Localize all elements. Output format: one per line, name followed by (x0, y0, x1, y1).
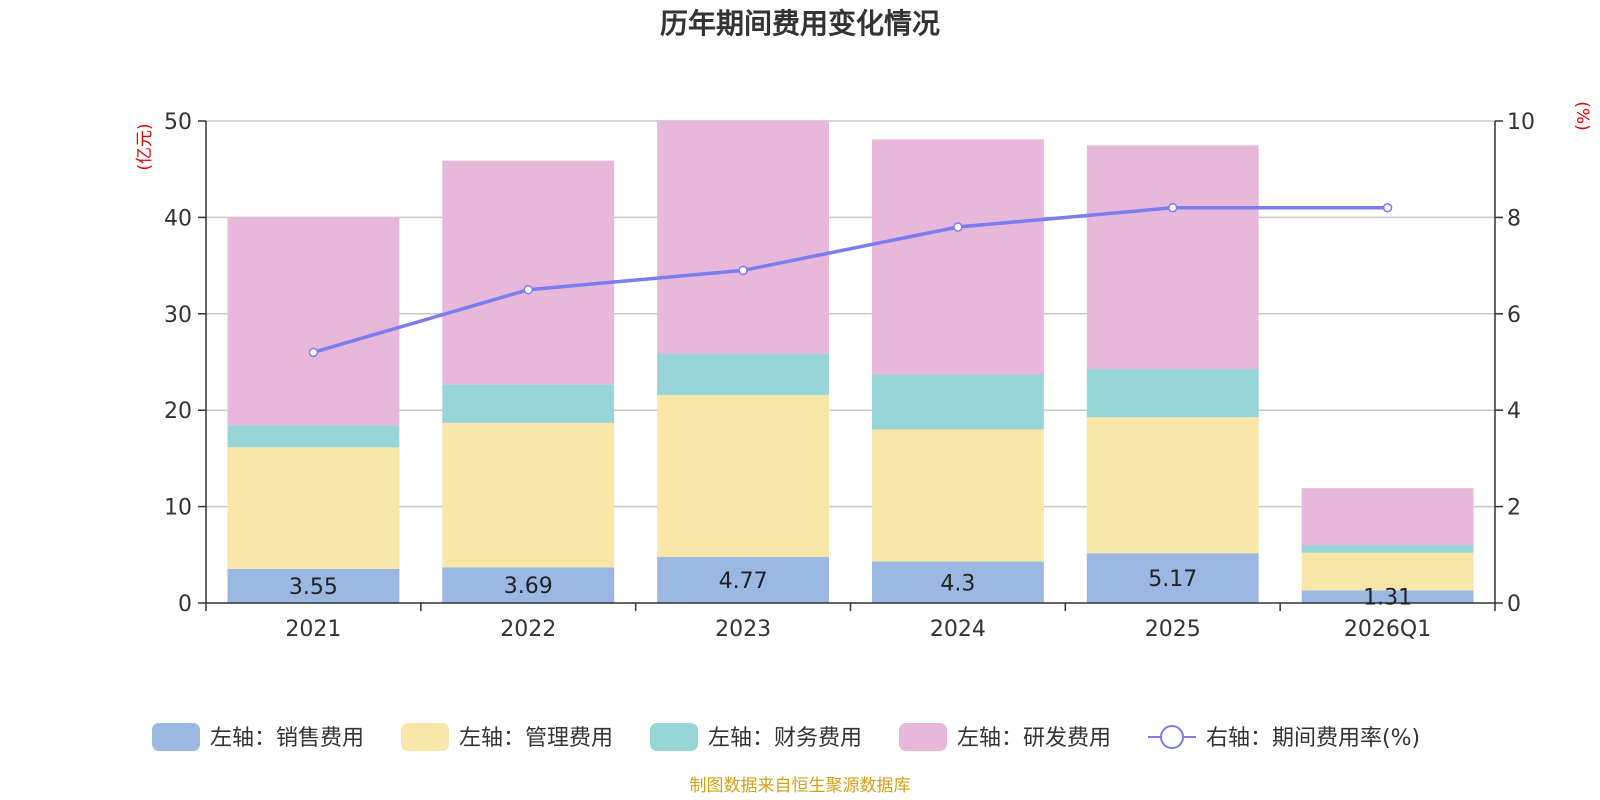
legend-swatch (401, 723, 449, 751)
bar-segment (657, 353, 830, 396)
rate-point (1382, 203, 1393, 213)
bar-segment (442, 160, 615, 385)
data-label: 5.17 (1148, 567, 1197, 592)
right-tick-label: 2 (1507, 496, 1521, 521)
legend-swatch (899, 723, 947, 751)
bar-segment (1086, 369, 1259, 418)
left-tick-label: 50 (164, 110, 192, 135)
bar-segment (871, 429, 1044, 562)
left-tick-label: 0 (178, 592, 192, 617)
data-label: 4.3 (940, 571, 975, 596)
left-tick-label: 20 (164, 399, 192, 424)
right-tick-label: 4 (1507, 399, 1521, 424)
rate-point (308, 347, 319, 358)
bars (227, 120, 1474, 603)
bar-segment (871, 139, 1044, 375)
bar-segment (1086, 417, 1259, 554)
bar-segment (227, 216, 400, 426)
right-tick-label: 10 (1507, 110, 1535, 135)
bar-segment (442, 384, 615, 423)
left-tick-label: 30 (164, 303, 192, 328)
x-tick-label: 2024 (930, 617, 986, 642)
bar-segment (1301, 545, 1474, 553)
x-tick-label: 2026Q1 (1344, 617, 1431, 642)
data-label: 4.77 (719, 569, 768, 594)
rate-point (523, 284, 533, 295)
bar-segment (1086, 145, 1259, 370)
legend-swatch (650, 723, 698, 751)
legend-label: 左轴：管理费用 (459, 726, 613, 751)
right-tick-label: 0 (1507, 592, 1521, 617)
bar-segment (657, 557, 830, 603)
legend-label: 左轴：财务费用 (708, 726, 862, 751)
data-label: 1.31 (1363, 586, 1412, 611)
x-tick-label: 2025 (1145, 617, 1201, 642)
legend: 左轴：销售费用 左轴：管理费用 左轴：财务费用 左轴：研发费用 右轴：期间费用率(%) (152, 723, 1420, 751)
x-tick-label: 2023 (715, 617, 771, 642)
left-tick-label: 10 (164, 496, 192, 521)
bar-segment (227, 447, 400, 569)
legend-label: 左轴：研发费用 (957, 726, 1111, 751)
rate-point (1168, 203, 1178, 213)
x-tick-label: 2021 (285, 617, 341, 642)
left-tick-label: 40 (164, 206, 192, 231)
bar-segment (871, 561, 1044, 603)
right-axis-unit: (%) (1572, 101, 1592, 130)
legend-label: 左轴：销售费用 (210, 726, 364, 751)
bar-segment (657, 395, 830, 558)
bar-segment (1301, 590, 1474, 603)
source-note: 制图数据来自恒生聚源数据库 (690, 776, 911, 796)
bar-segment (657, 120, 830, 354)
right-tick-label: 6 (1507, 303, 1521, 328)
bar-segment (1301, 552, 1474, 591)
rate-line-series (308, 203, 1393, 358)
left-axis-unit: (亿元) (135, 123, 155, 170)
bar-segment (1086, 553, 1259, 603)
rate-line (312, 206, 1388, 355)
data-labels: 3.55 3.69 4.77 4.3 5.17 1.31 (289, 567, 1412, 611)
rate-point (953, 222, 963, 232)
bar-segment (871, 374, 1044, 430)
rate-point (738, 265, 748, 276)
x-tick-label: 2022 (500, 617, 556, 642)
legend-label: 右轴：期间费用率(%) (1206, 726, 1420, 751)
bar-segment (227, 568, 400, 603)
axes: 0 10 20 30 40 50 0 2 4 6 8 10 2021 2022 2023 2024 2025 20… (164, 110, 1535, 642)
grid (206, 120, 1495, 508)
legend-marker (1160, 725, 1184, 749)
chart-title: 历年期间费用变化情况 (660, 7, 940, 40)
bar-segment (227, 425, 400, 448)
bar-segment (442, 567, 615, 603)
bar-segment (1301, 488, 1474, 546)
legend-swatch (152, 723, 200, 751)
bar-segment (442, 422, 615, 568)
right-tick-label: 8 (1507, 206, 1521, 231)
data-label: 3.69 (504, 574, 553, 599)
data-label: 3.55 (289, 575, 338, 600)
